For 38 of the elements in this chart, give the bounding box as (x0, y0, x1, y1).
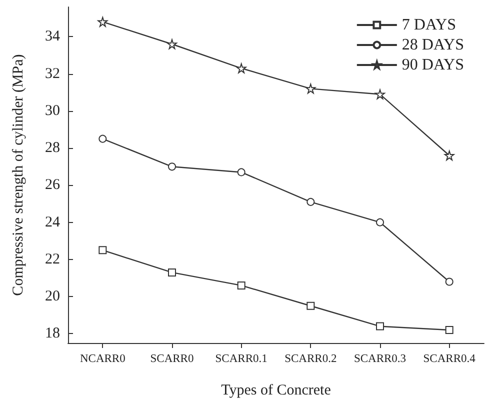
point (376, 218, 384, 226)
x-axis-title: Types of Concrete (221, 382, 332, 398)
x-tick-label: SCARR0 (150, 353, 194, 365)
x-tick-label: SCARR0.2 (284, 353, 337, 365)
legend-label: 7 DAYS (402, 16, 456, 34)
y-tick-label: 28 (45, 140, 60, 156)
point (306, 198, 315, 206)
point (445, 278, 454, 286)
point (98, 16, 108, 27)
point (237, 281, 246, 290)
y-tick-label: 22 (45, 251, 60, 268)
point (236, 63, 246, 74)
point (444, 150, 454, 161)
x-tick-label: SCARR0.3 (354, 353, 406, 365)
point (98, 246, 107, 254)
point (375, 89, 385, 100)
y-tick-label: 32 (45, 66, 60, 82)
point (306, 84, 316, 94)
point (98, 134, 107, 143)
legend-label: 90 DAYS (402, 56, 464, 74)
x-tick-label: SCARR0.4 (423, 353, 476, 365)
point (445, 326, 454, 334)
x-tick-label: NCARR0 (80, 353, 126, 365)
point (376, 322, 384, 330)
y-tick-label: 30 (45, 102, 60, 119)
point (168, 162, 176, 171)
point (237, 168, 246, 176)
y-tick-label: 24 (45, 214, 60, 230)
y-tick-label: 18 (45, 326, 60, 342)
y-tick-label: 34 (45, 28, 60, 45)
point (168, 268, 176, 276)
y-axis-title: Compressive strength of cylinder (MPa) (10, 54, 26, 296)
point (167, 39, 177, 50)
x-tick-label: SCARR0.1 (215, 353, 268, 365)
legend-label: 28 DAYS (402, 36, 464, 54)
y-tick-label: 26 (45, 177, 60, 194)
point (306, 302, 315, 310)
y-tick-label: 20 (45, 288, 60, 305)
